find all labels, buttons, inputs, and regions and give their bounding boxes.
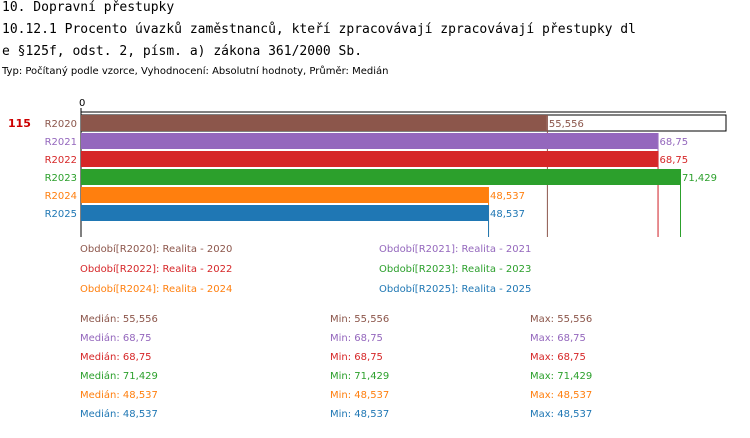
bar (81, 133, 658, 149)
chart-title-line-1: 10.12.1 Procento úvazků zaměstnanců, kte… (2, 22, 636, 37)
category-label: R2021 (45, 137, 77, 148)
axis-zero-label: 0 (79, 98, 85, 109)
median-stat: Medián: 71,429 (80, 371, 158, 382)
legend-item: Období[R2021]: Realita - 2021 (379, 244, 532, 255)
value-label: 68,75 (660, 155, 689, 166)
category-label: R2024 (45, 191, 77, 202)
legend-item: Období[R2025]: Realita - 2025 (379, 284, 532, 295)
max-stat: Max: 48,537 (530, 390, 593, 401)
chart-subtitle: Typ: Počítaný podle vzorce, Vyhodnocení:… (2, 66, 389, 77)
value-label: 48,537 (490, 191, 525, 202)
value-label: 55,556 (549, 119, 584, 130)
category-label: R2025 (45, 209, 77, 220)
bar (81, 115, 547, 131)
min-stat: Min: 48,537 (330, 390, 390, 401)
legend-item: Období[R2022]: Realita - 2022 (80, 264, 233, 275)
value-label: 71,429 (682, 173, 717, 184)
min-stat: Min: 48,537 (330, 409, 390, 420)
bar (81, 205, 489, 221)
value-label: 48,537 (490, 209, 525, 220)
median-stat: Medián: 55,556 (80, 314, 158, 325)
median-stat: Medián: 68,75 (80, 333, 152, 344)
bar (81, 187, 489, 203)
bar (81, 151, 658, 167)
median-stat: Medián: 48,537 (80, 390, 158, 401)
legend-item: Období[R2023]: Realita - 2023 (379, 264, 532, 275)
legend-item: Období[R2024]: Realita - 2024 (80, 284, 233, 295)
min-stat: Min: 68,75 (330, 333, 383, 344)
legend-item: Období[R2020]: Realita - 2020 (80, 244, 233, 255)
value-label: 68,75 (660, 137, 689, 148)
min-stat: Min: 68,75 (330, 352, 383, 363)
row-label: 115 (8, 117, 31, 130)
max-stat: Max: 71,429 (530, 371, 593, 382)
max-stat: Max: 48,537 (530, 409, 593, 420)
section-title: 10. Dopravní přestupky (2, 0, 175, 15)
median-stat: Medián: 48,537 (80, 409, 158, 420)
category-label: R2020 (45, 119, 77, 130)
max-stat: Max: 55,556 (530, 314, 593, 325)
bar (81, 169, 680, 185)
bar-chart: 0 115 R2020 55,556 R2021 68,75 R2022 68,75 R2023… (8, 98, 727, 237)
category-label: R2022 (45, 155, 77, 166)
max-stat: Max: 68,75 (530, 352, 586, 363)
min-stat: Min: 71,429 (330, 371, 390, 382)
max-stat: Max: 68,75 (530, 333, 586, 344)
category-label: R2023 (45, 173, 77, 184)
min-stat: Min: 55,556 (330, 314, 390, 325)
chart-title-line-2: e §125f, odst. 2, písm. a) zákona 361/20… (2, 44, 363, 59)
median-stat: Medián: 68,75 (80, 352, 152, 363)
